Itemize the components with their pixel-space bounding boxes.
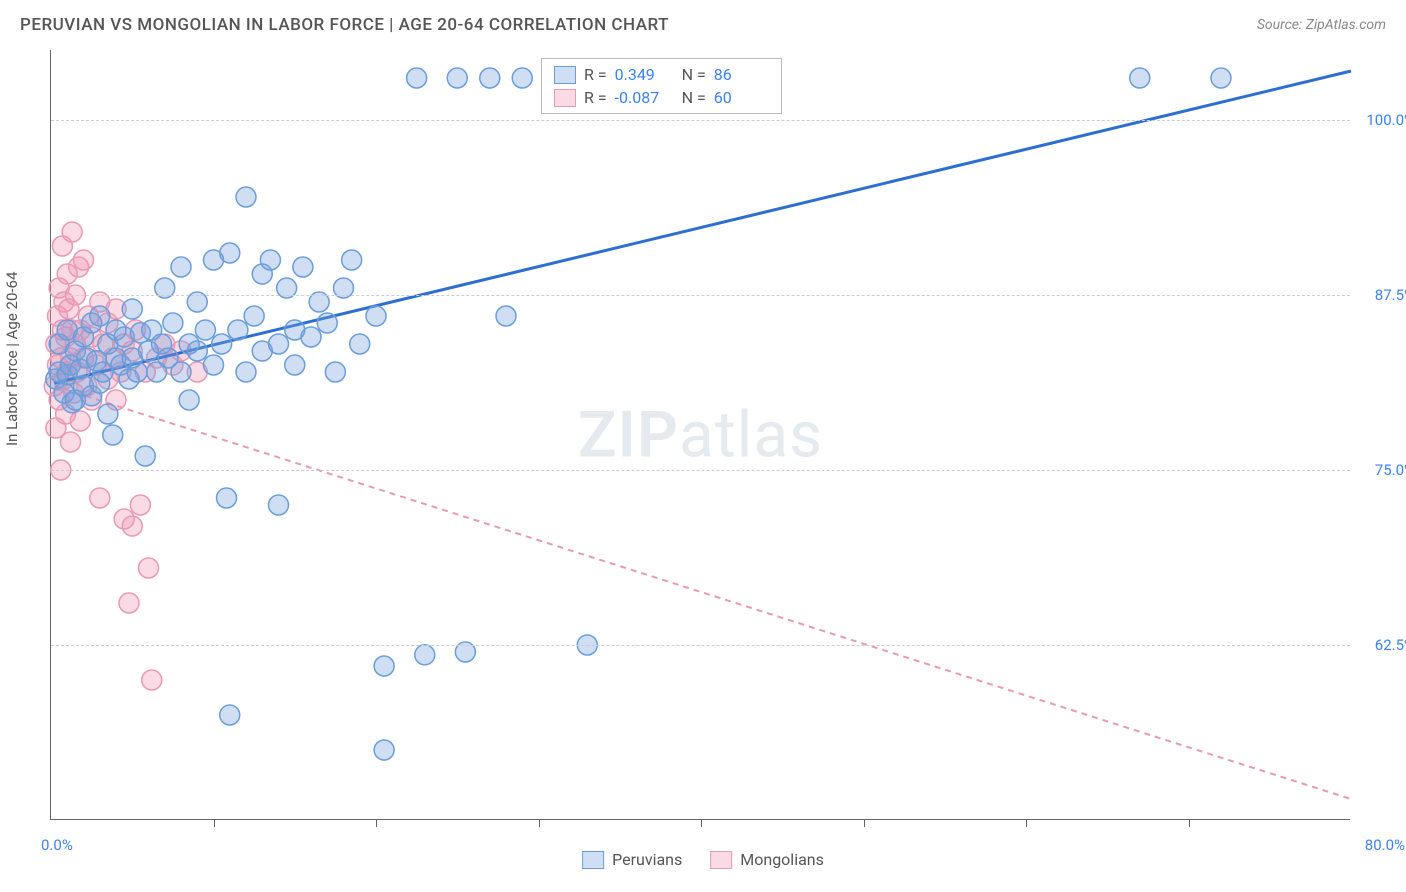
y-axis-title: In Labor Force | Age 20-64: [3, 272, 21, 446]
gridline: [51, 645, 1350, 646]
data-point: [135, 446, 155, 466]
data-point: [61, 432, 81, 452]
trend-line: [54, 71, 1351, 383]
stats-row-1: R = -0.087 N = 60: [554, 86, 769, 109]
data-point: [98, 404, 118, 424]
data-point: [301, 327, 321, 347]
data-point: [179, 390, 199, 410]
data-point: [127, 362, 147, 382]
trend-line: [54, 386, 1351, 799]
data-point: [244, 306, 264, 326]
legend-label-1: Mongolians: [740, 850, 824, 869]
n-value-1: 60: [714, 88, 769, 107]
bottom-legend: Peruvians Mongolians: [582, 850, 824, 869]
data-point: [1130, 68, 1150, 88]
y-tick-label: 75.0%: [1375, 461, 1406, 479]
legend-item-1: Mongolians: [710, 850, 824, 869]
data-point: [195, 320, 215, 340]
y-tick-label: 87.5%: [1375, 286, 1406, 304]
x-axis-min-label: 0.0%: [41, 836, 73, 854]
n-label: N =: [678, 88, 706, 107]
data-point: [171, 362, 191, 382]
data-point: [90, 488, 110, 508]
x-tick: [701, 819, 702, 827]
data-point: [260, 250, 280, 270]
stats-row-0: R = 0.349 N = 86: [554, 63, 769, 86]
data-point: [325, 362, 345, 382]
stats-swatch-0: [554, 66, 576, 84]
data-point: [317, 313, 337, 333]
stats-legend: R = 0.349 N = 86 R = -0.087 N = 60: [541, 58, 782, 114]
data-point: [236, 362, 256, 382]
data-point: [496, 306, 516, 326]
data-point: [90, 306, 110, 326]
data-point: [415, 645, 435, 665]
chart-title: PERUVIAN VS MONGOLIAN IN LABOR FORCE | A…: [20, 15, 669, 35]
plot-svg: [51, 50, 1351, 820]
legend-swatch-0: [582, 851, 604, 869]
x-axis-max-label: 80.0%: [1365, 836, 1405, 854]
x-tick: [1026, 819, 1027, 827]
data-point: [293, 257, 313, 277]
x-tick: [864, 819, 865, 827]
data-point: [447, 68, 467, 88]
n-value-0: 86: [714, 65, 769, 84]
legend-item-0: Peruvians: [582, 850, 682, 869]
data-point: [130, 495, 150, 515]
x-tick: [539, 819, 540, 827]
data-point: [220, 243, 240, 263]
data-point: [269, 495, 289, 515]
data-point: [139, 558, 159, 578]
gridline: [51, 120, 1350, 121]
data-point: [480, 68, 500, 88]
data-point: [228, 320, 248, 340]
data-point: [220, 705, 240, 725]
data-point: [142, 670, 162, 690]
r-value-1: -0.087: [615, 88, 670, 107]
n-label: N =: [678, 65, 706, 84]
data-point: [350, 334, 370, 354]
x-tick: [1189, 819, 1190, 827]
data-point: [407, 68, 427, 88]
plot-area: ZIPatlas R = 0.349 N = 86 R = -0.087 N =…: [50, 50, 1350, 820]
x-tick: [214, 819, 215, 827]
data-point: [70, 411, 90, 431]
data-point: [119, 593, 139, 613]
header: PERUVIAN VS MONGOLIAN IN LABOR FORCE | A…: [20, 15, 1386, 35]
data-point: [204, 355, 224, 375]
data-point: [366, 306, 386, 326]
legend-swatch-1: [710, 851, 732, 869]
data-point: [103, 425, 123, 445]
data-point: [187, 341, 207, 361]
data-point: [374, 740, 394, 760]
data-point: [236, 187, 256, 207]
data-point: [212, 334, 232, 354]
r-label: R =: [584, 88, 607, 107]
data-point: [62, 222, 82, 242]
data-point: [122, 299, 142, 319]
data-point: [217, 488, 237, 508]
data-point: [171, 257, 191, 277]
gridline: [51, 470, 1350, 471]
r-value-0: 0.349: [615, 65, 670, 84]
data-point: [74, 250, 94, 270]
data-point: [269, 334, 289, 354]
data-point: [512, 68, 532, 88]
r-label: R =: [584, 65, 607, 84]
stats-swatch-1: [554, 89, 576, 107]
data-point: [122, 516, 142, 536]
y-tick-label: 62.5%: [1375, 636, 1406, 654]
source-credit: Source: ZipAtlas.com: [1257, 17, 1386, 33]
gridline: [51, 295, 1350, 296]
data-point: [374, 656, 394, 676]
data-point: [1211, 68, 1231, 88]
y-tick-label: 100.0%: [1366, 111, 1406, 129]
legend-label-0: Peruvians: [612, 850, 682, 869]
data-point: [342, 250, 362, 270]
chart-container: PERUVIAN VS MONGOLIAN IN LABOR FORCE | A…: [0, 0, 1406, 892]
data-point: [285, 355, 305, 375]
data-point: [163, 313, 183, 333]
x-tick: [376, 819, 377, 827]
